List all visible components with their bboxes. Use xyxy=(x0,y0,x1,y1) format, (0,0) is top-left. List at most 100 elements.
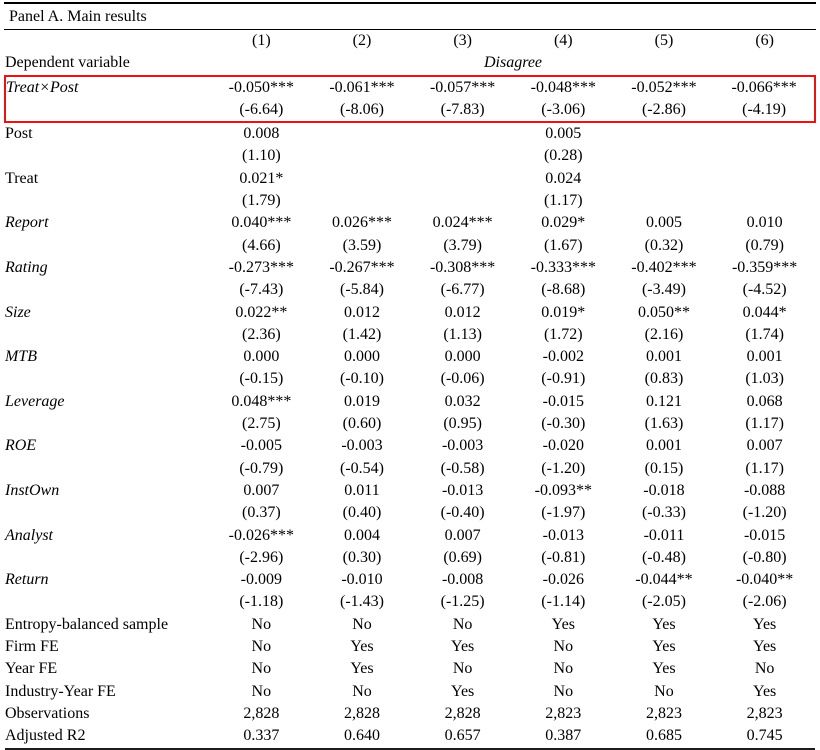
coefficient-cell xyxy=(412,168,513,190)
tstat-row: (-0.15) (-0.10) (-0.06) (-0.91) (0.83) (1.03) xyxy=(5,368,815,390)
tstat-row-spacer xyxy=(5,190,211,212)
tstat-cell: (-3.49) xyxy=(641,281,686,299)
info-row: Adjusted R2 0.337 0.640 0.657 0.387 0.685 0.74… xyxy=(5,725,815,749)
coefficient-cell: 0.019* xyxy=(541,303,586,321)
tstat-row-spacer xyxy=(5,591,211,613)
tstat-cell: (-1.14) xyxy=(541,593,586,611)
coefficient-row: Report 0.040*** 0.026*** 0.024*** 0.029* 0.00… xyxy=(5,212,815,234)
coefficient-cell: 0.121 xyxy=(645,392,682,410)
coefficient-cell: 0.050** xyxy=(637,303,690,321)
coefficient-cell: 0.026*** xyxy=(331,214,392,232)
coefficient-cell: -0.333*** xyxy=(530,258,596,276)
coefficient-cell: -0.011 xyxy=(643,526,685,544)
info-value: Yes xyxy=(350,660,374,678)
tstat-cell xyxy=(412,190,513,212)
tstat-cell: (1.74) xyxy=(745,325,784,343)
info-value: 0.745 xyxy=(746,727,783,745)
column-header: (1) xyxy=(252,32,271,49)
tstat-cell: (-0.58) xyxy=(440,459,485,477)
info-label: Entropy-balanced sample xyxy=(5,615,169,633)
tstat-cell: (0.60) xyxy=(342,415,382,433)
variable-label: Size xyxy=(5,303,31,321)
info-value: No xyxy=(251,638,272,656)
coefficient-cell xyxy=(714,168,815,190)
variable-label: InstOwn xyxy=(5,481,60,499)
tstat-cell: (-1.20) xyxy=(742,504,787,522)
coefficient-cell: -0.018 xyxy=(643,481,685,499)
info-value: No xyxy=(553,682,574,700)
info-value: No xyxy=(654,682,674,700)
info-value: No xyxy=(452,660,473,678)
coefficient-cell: -0.273*** xyxy=(228,258,294,276)
info-value: No xyxy=(251,682,272,700)
info-value: Yes xyxy=(451,638,475,656)
coefficient-cell: -0.010 xyxy=(341,571,383,589)
coefficient-cell: -0.013 xyxy=(542,526,584,544)
tstat-cell: (-2.06) xyxy=(742,593,787,611)
coefficient-cell: 0.001 xyxy=(645,348,682,366)
tstat-cell: (0.15) xyxy=(644,459,684,477)
coefficient-cell: 0.029* xyxy=(541,214,586,232)
info-value: Yes xyxy=(350,638,374,656)
coefficient-cell: -0.015 xyxy=(542,392,584,410)
coefficient-cell: 0.011 xyxy=(344,481,380,499)
tstat-row-spacer xyxy=(5,547,211,569)
coefficient-cell: -0.308*** xyxy=(429,258,496,276)
tstat-cell: (1.17) xyxy=(543,192,583,210)
tstat-cell: (0.40) xyxy=(342,504,382,522)
tstat-cell: (-0.91) xyxy=(541,370,586,388)
tstat-cell xyxy=(312,190,413,212)
tstat-cell: (-6.64) xyxy=(211,98,312,124)
info-value: 0.640 xyxy=(343,727,380,745)
tstat-cell: (-2.86) xyxy=(613,98,715,124)
tstat-cell: (1.42) xyxy=(342,325,382,343)
coefficient-cell: -0.020 xyxy=(542,437,584,455)
coefficient-cell: 0.012 xyxy=(444,303,481,321)
tstat-row: (-6.64) (-8.06) (-7.83) (-3.06) (-2.86) (-4.1… xyxy=(4,98,816,124)
regression-results-table: (1) (2) (3) (4) (5) (6) Dependent variable Dis… xyxy=(4,30,816,750)
tstat-row-spacer xyxy=(5,502,211,524)
tstat-row: (-1.18) (-1.43) (-1.25) (-1.14) (-2.05) (-2.0… xyxy=(5,591,815,613)
coefficient-cell: 0.007 xyxy=(243,481,280,499)
info-value: 0.387 xyxy=(545,727,582,745)
coefficient-cell: -0.009 xyxy=(240,571,282,589)
tstat-cell: (-0.06) xyxy=(440,370,485,388)
coefficient-cell: -0.040** xyxy=(735,571,794,589)
tstat-row: (4.66) (3.59) (3.79) (1.67) (0.32) (0.79) xyxy=(5,235,815,257)
dependent-variable-row: Dependent variable Disagree xyxy=(5,52,815,75)
table-header: (1) (2) (3) (4) (5) (6) Dependent variable Dis… xyxy=(5,30,815,76)
info-label: Industry-Year FE xyxy=(5,682,116,700)
variable-label: Report xyxy=(5,214,49,232)
tstat-cell: (-0.48) xyxy=(641,548,686,566)
coefficient-cell xyxy=(312,168,413,190)
coefficient-cell: 0.044* xyxy=(742,303,787,321)
variable-label: Analyst xyxy=(5,526,53,544)
coefficient-cell: 0.001 xyxy=(746,348,783,366)
tstat-cell: (-2.05) xyxy=(641,593,686,611)
coefficient-cell: -0.044** xyxy=(635,571,693,589)
tstat-cell: (-0.33) xyxy=(641,504,686,522)
info-value: Yes xyxy=(753,615,777,633)
header-spacer xyxy=(5,30,211,52)
tstat-cell: (-0.54) xyxy=(339,459,384,477)
dep-var-label: Dependent variable xyxy=(5,54,130,72)
coefficient-cell: 0.007 xyxy=(444,526,481,544)
coefficient-cell: -0.013 xyxy=(441,481,484,499)
tstat-cell: (-8.68) xyxy=(541,281,586,299)
tstat-cell: (-0.80) xyxy=(742,548,787,566)
tstat-row: (2.75) (0.60) (0.95) (-0.30) (1.63) (1.17) xyxy=(5,413,815,435)
info-row: Entropy-balanced sample No No No Yes Yes Yes xyxy=(5,614,815,636)
tstat-cell: (3.59) xyxy=(342,236,382,254)
tstat-row-spacer xyxy=(5,458,211,480)
coefficient-row: Size 0.022** 0.012 0.012 0.019* 0.050** 0.044* xyxy=(5,302,815,324)
tstat-cell: (0.69) xyxy=(443,548,482,566)
info-value: No xyxy=(452,615,473,633)
tstat-row-spacer xyxy=(5,413,211,435)
info-value: 0.337 xyxy=(243,727,280,745)
tstat-cell: (1.03) xyxy=(745,370,784,388)
variable-label: Treat×Post xyxy=(4,74,211,99)
coefficient-cell: -0.003 xyxy=(341,437,383,455)
coefficient-cell: -0.093** xyxy=(534,481,592,499)
info-value: 2,823 xyxy=(645,704,682,722)
column-header: (5) xyxy=(654,32,674,49)
